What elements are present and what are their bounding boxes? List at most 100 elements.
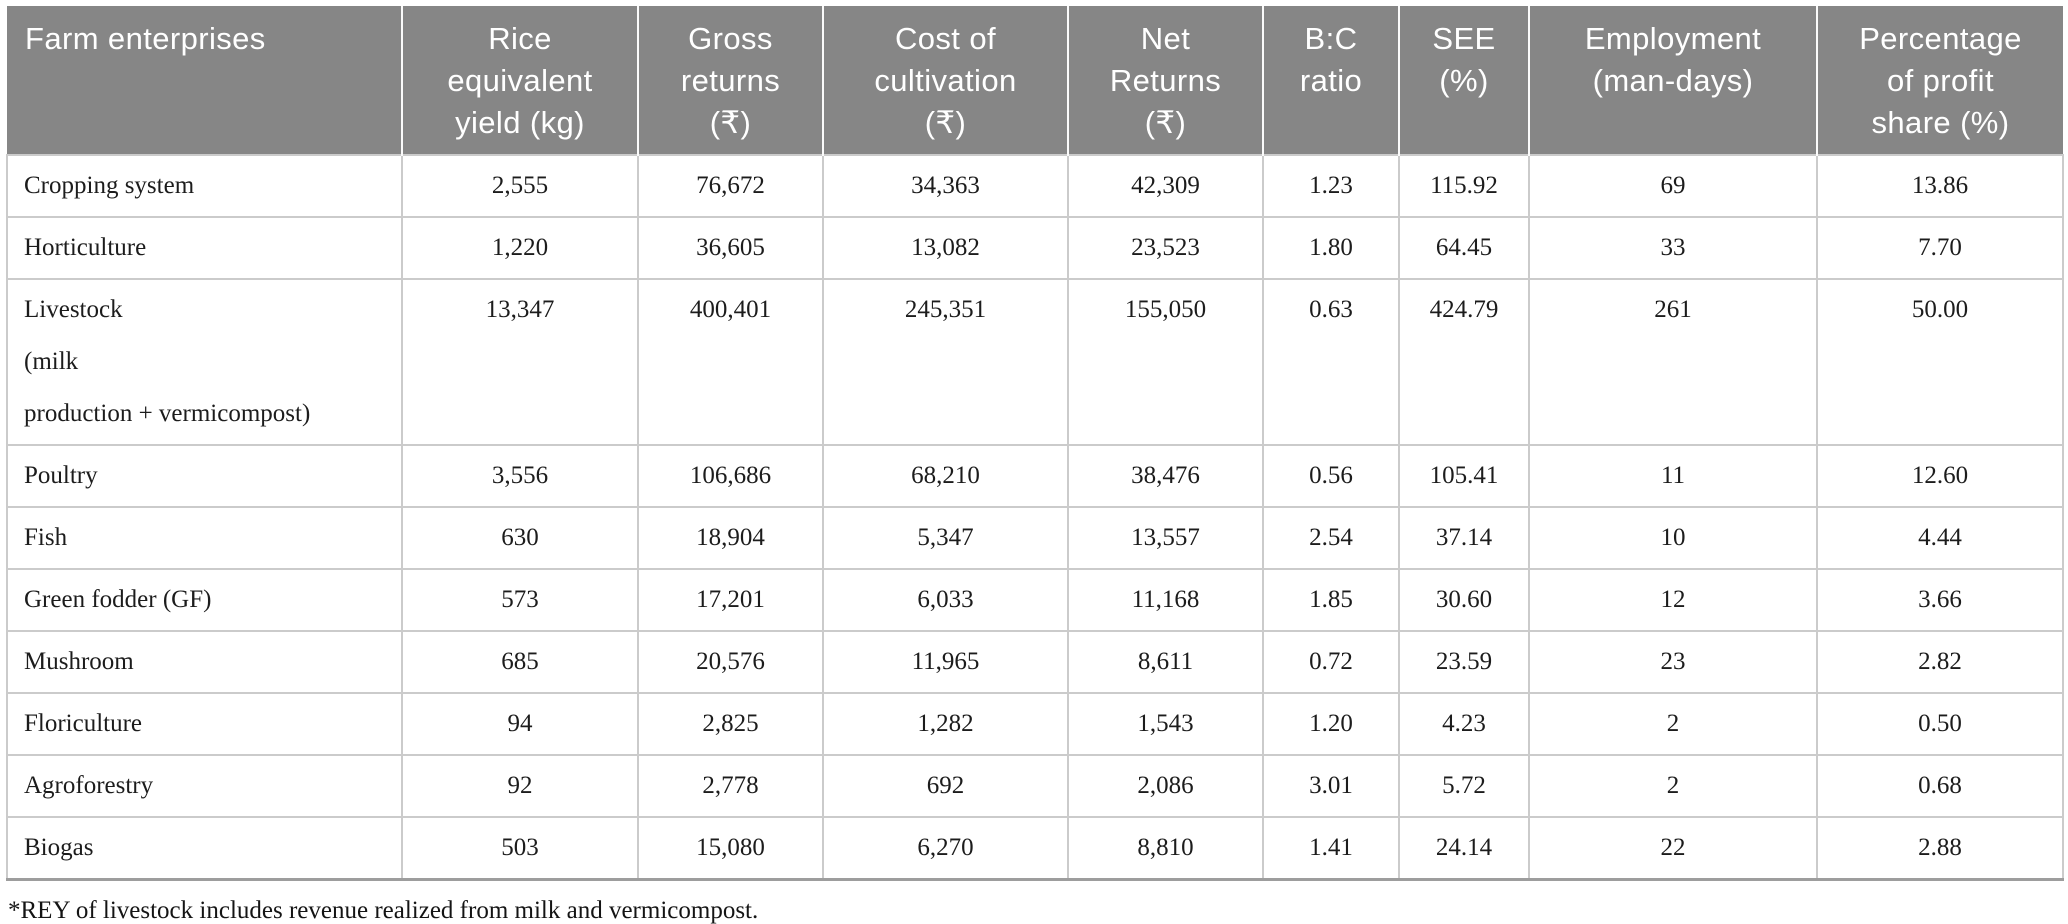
cell-employment: 261: [1528, 278, 1818, 446]
cell-profit-share-percent: 0.68: [1816, 754, 2064, 818]
column-header-rice-equivalent-yield: Rice equivalent yield (kg): [402, 6, 639, 155]
cell-see-percent: 5.72: [1398, 754, 1530, 818]
cell-enterprise: Poultry: [6, 444, 403, 508]
farm-enterprises-table: Farm enterprises Rice equivalent yield (…: [6, 6, 2064, 881]
table-row: Agroforestry 92 2,778 692 2,086 3.01 5.72 2 0.68: [6, 754, 2064, 818]
cell-employment: 33: [1528, 216, 1818, 280]
cell-bc-ratio: 1.85: [1262, 568, 1400, 632]
cell-net-returns: 23,523: [1067, 216, 1264, 280]
cell-employment: 22: [1528, 816, 1818, 881]
cell-cost-of-cultivation: 68,210: [822, 444, 1069, 508]
column-header-employment: Employment (man-days): [1529, 6, 1818, 155]
cell-employment: 23: [1528, 630, 1818, 694]
cell-cost-of-cultivation: 5,347: [822, 506, 1069, 570]
cell-employment: 11: [1528, 444, 1818, 508]
table-footnote: *REY of livestock includes revenue reali…: [8, 897, 759, 924]
cell-employment: 2: [1528, 692, 1818, 756]
cell-profit-share-percent: 12.60: [1816, 444, 2064, 508]
cell-gross-returns: 36,605: [637, 216, 824, 280]
cell-enterprise: Floriculture: [6, 692, 403, 756]
cell-net-returns: 2,086: [1067, 754, 1264, 818]
column-header-see-percent: SEE (%): [1399, 6, 1530, 155]
cell-gross-returns: 106,686: [637, 444, 824, 508]
cell-gross-returns: 18,904: [637, 506, 824, 570]
cell-profit-share-percent: 2.88: [1816, 816, 2064, 881]
cell-cost-of-cultivation: 11,965: [822, 630, 1069, 694]
cell-cost-of-cultivation: 245,351: [822, 278, 1069, 446]
column-header-net-returns: Net Returns (₹): [1068, 6, 1264, 155]
cell-rice-equivalent-yield: 1,220: [401, 216, 639, 280]
cell-profit-share-percent: 2.82: [1816, 630, 2064, 694]
cell-enterprise: Livestock (milk production + vermicompos…: [6, 278, 403, 446]
column-header-cost-of-cultivation: Cost of cultivation (₹): [823, 6, 1069, 155]
cell-bc-ratio: 1.20: [1262, 692, 1400, 756]
cell-profit-share-percent: 13.86: [1816, 154, 2064, 218]
cell-see-percent: 64.45: [1398, 216, 1530, 280]
cell-enterprise: Biogas: [6, 816, 403, 881]
cell-cost-of-cultivation: 6,270: [822, 816, 1069, 881]
cell-net-returns: 13,557: [1067, 506, 1264, 570]
cell-bc-ratio: 0.56: [1262, 444, 1400, 508]
header-row: Farm enterprises Rice equivalent yield (…: [7, 6, 2063, 155]
cell-enterprise: Fish: [6, 506, 403, 570]
table-row: Livestock (milk production + vermicompos…: [6, 278, 2064, 446]
cell-employment: 12: [1528, 568, 1818, 632]
cell-cost-of-cultivation: 13,082: [822, 216, 1069, 280]
cell-gross-returns: 2,778: [637, 754, 824, 818]
cell-gross-returns: 400,401: [637, 278, 824, 446]
table-row: Horticulture 1,220 36,605 13,082 23,523 1.80 6…: [6, 216, 2064, 280]
cell-rice-equivalent-yield: 92: [401, 754, 639, 818]
cell-enterprise: Cropping system: [6, 154, 403, 218]
table-body: Cropping system 2,555 76,672 34,363 42,309 1.…: [6, 154, 2064, 881]
cell-rice-equivalent-yield: 685: [401, 630, 639, 694]
column-header-bc-ratio: B:C ratio: [1263, 6, 1400, 155]
cell-profit-share-percent: 7.70: [1816, 216, 2064, 280]
cell-rice-equivalent-yield: 94: [401, 692, 639, 756]
cell-see-percent: 105.41: [1398, 444, 1530, 508]
cell-net-returns: 8,611: [1067, 630, 1264, 694]
cell-enterprise: Horticulture: [6, 216, 403, 280]
table-row: Floriculture 94 2,825 1,282 1,543 1.20 4.23 2 0.…: [6, 692, 2064, 756]
column-header-profit-share: Percentage of profit share (%): [1817, 6, 2063, 155]
cell-bc-ratio: 1.80: [1262, 216, 1400, 280]
cell-net-returns: 38,476: [1067, 444, 1264, 508]
cell-see-percent: 30.60: [1398, 568, 1530, 632]
cell-net-returns: 11,168: [1067, 568, 1264, 632]
cell-see-percent: 37.14: [1398, 506, 1530, 570]
cell-profit-share-percent: 4.44: [1816, 506, 2064, 570]
cell-rice-equivalent-yield: 630: [401, 506, 639, 570]
cell-bc-ratio: 2.54: [1262, 506, 1400, 570]
table-header: Farm enterprises Rice equivalent yield (…: [7, 6, 2063, 155]
cell-profit-share-percent: 0.50: [1816, 692, 2064, 756]
table-row: Cropping system 2,555 76,672 34,363 42,309 1.…: [6, 154, 2064, 218]
cell-profit-share-percent: 3.66: [1816, 568, 2064, 632]
column-header-gross-returns: Gross returns (₹): [638, 6, 824, 155]
cell-see-percent: 24.14: [1398, 816, 1530, 881]
cell-employment: 69: [1528, 154, 1818, 218]
table-row: Biogas 503 15,080 6,270 8,810 1.41 24.14 22 2.88: [6, 816, 2064, 881]
cell-rice-equivalent-yield: 503: [401, 816, 639, 881]
cell-enterprise: Agroforestry: [6, 754, 403, 818]
cell-net-returns: 42,309: [1067, 154, 1264, 218]
cell-see-percent: 424.79: [1398, 278, 1530, 446]
cell-cost-of-cultivation: 6,033: [822, 568, 1069, 632]
cell-see-percent: 23.59: [1398, 630, 1530, 694]
cell-employment: 2: [1528, 754, 1818, 818]
cell-rice-equivalent-yield: 13,347: [401, 278, 639, 446]
cell-enterprise: Green fodder (GF): [6, 568, 403, 632]
table-row: Poultry 3,556 106,686 68,210 38,476 0.56 105.4…: [6, 444, 2064, 508]
cell-gross-returns: 15,080: [637, 816, 824, 881]
cell-net-returns: 8,810: [1067, 816, 1264, 881]
cell-gross-returns: 76,672: [637, 154, 824, 218]
cell-profit-share-percent: 50.00: [1816, 278, 2064, 446]
table-row: Green fodder (GF) 573 17,201 6,033 11,168 1.8…: [6, 568, 2064, 632]
cell-employment: 10: [1528, 506, 1818, 570]
cell-bc-ratio: 1.41: [1262, 816, 1400, 881]
cell-gross-returns: 20,576: [637, 630, 824, 694]
cell-net-returns: 1,543: [1067, 692, 1264, 756]
cell-net-returns: 155,050: [1067, 278, 1264, 446]
table-row: Mushroom 685 20,576 11,965 8,611 0.72 23.59 23 2…: [6, 630, 2064, 694]
cell-cost-of-cultivation: 692: [822, 754, 1069, 818]
cell-rice-equivalent-yield: 2,555: [401, 154, 639, 218]
